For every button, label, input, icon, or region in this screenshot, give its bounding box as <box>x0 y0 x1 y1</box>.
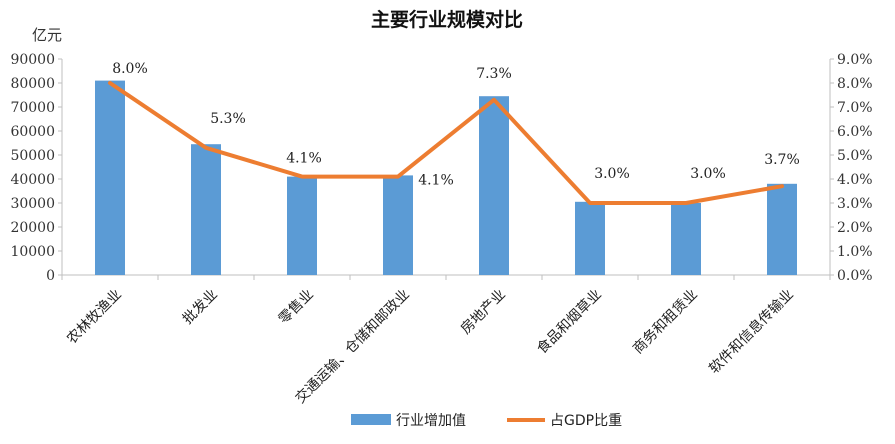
y2-tick-label: 9.0% <box>837 52 873 68</box>
data-label: 3.0% <box>690 166 726 182</box>
bar <box>671 203 701 275</box>
chart-title: 主要行业规模对比 <box>371 8 523 31</box>
y2-tick-label: 5.0% <box>837 148 873 164</box>
data-label: 8.0% <box>112 61 148 77</box>
x-category-label: 软件和信息传输业 <box>706 286 797 377</box>
bar <box>191 144 221 275</box>
y-tick-label: 10000 <box>10 244 55 260</box>
bar <box>383 175 413 275</box>
data-label: 4.1% <box>418 173 454 189</box>
x-category-label: 农林牧渔业 <box>64 287 125 348</box>
data-label: 5.3% <box>210 111 246 127</box>
x-category-label: 零售业 <box>276 287 317 328</box>
legend: 行业增加值 占GDP比重 <box>351 413 622 429</box>
x-category-label: 食品和烟草业 <box>533 286 604 357</box>
y2-tick-label: 6.0% <box>837 124 873 140</box>
data-label: 4.1% <box>286 151 322 167</box>
y2-tick-label: 3.0% <box>837 196 873 212</box>
y-tick-label: 0 <box>46 268 55 284</box>
y2-tick-label: 2.0% <box>837 220 873 236</box>
y2-tick-label: 8.0% <box>837 76 873 92</box>
bar <box>767 183 797 275</box>
bar <box>287 176 317 275</box>
y-tick-label: 40000 <box>10 172 55 188</box>
x-category-label: 商务和租赁业 <box>630 287 701 358</box>
legend-label-line: 占GDP比重 <box>550 413 622 429</box>
y-tick-label: 60000 <box>10 124 55 140</box>
x-category-label: 房地产业 <box>458 287 509 338</box>
y-tick-label: 70000 <box>10 100 55 116</box>
x-category-label: 批发业 <box>180 287 221 328</box>
y2-tick-label: 1.0% <box>837 244 873 260</box>
bar <box>575 201 605 275</box>
y2-tick-label: 4.0% <box>837 172 873 188</box>
y-tick-label: 20000 <box>10 220 55 236</box>
y-axis-unit-label: 亿元 <box>32 26 62 44</box>
legend-swatch-bar <box>351 414 391 425</box>
y2-tick-label: 0.0% <box>837 268 873 284</box>
data-label: 3.7% <box>764 152 800 168</box>
bar <box>95 80 125 275</box>
data-label: 3.0% <box>594 166 630 182</box>
bar <box>479 96 509 275</box>
y-tick-label: 90000 <box>10 52 55 68</box>
data-label: 7.3% <box>476 66 512 82</box>
line-series-gdp-share <box>108 81 784 205</box>
y-tick-label: 80000 <box>10 76 55 92</box>
y-tick-label: 30000 <box>10 196 55 212</box>
y-tick-label: 50000 <box>10 148 55 164</box>
legend-label-bar: 行业增加值 <box>396 413 466 429</box>
plot-area: 0 10000 20000 30000 40000 50000 60000 70000 8000… <box>10 52 872 407</box>
y2-tick-label: 7.0% <box>837 100 873 116</box>
